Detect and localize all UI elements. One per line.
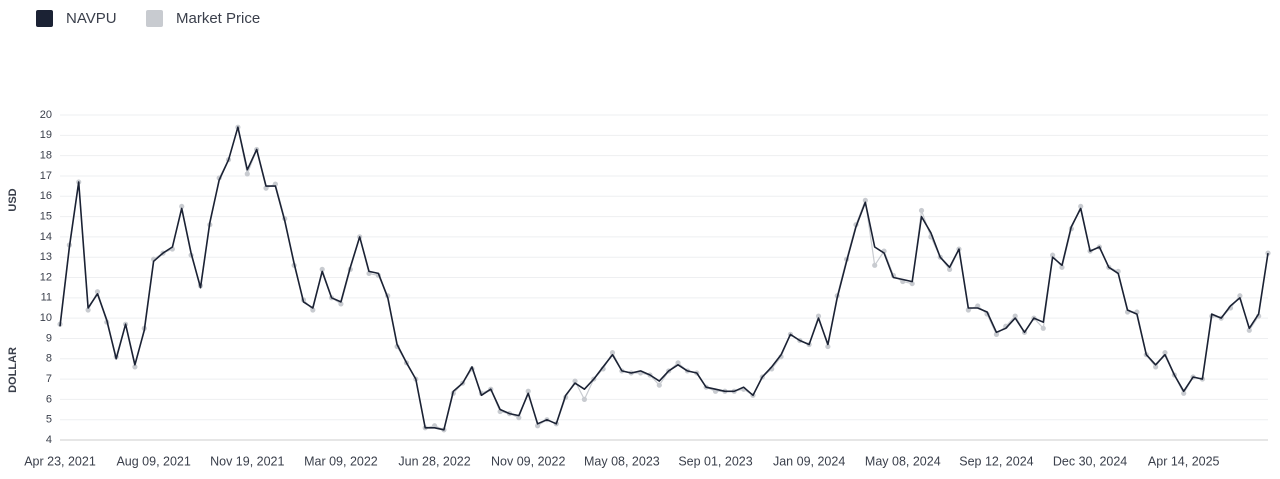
legend-swatch[interactable] bbox=[146, 10, 163, 27]
data-point bbox=[1059, 264, 1065, 270]
x-tick-label: Sep 12, 2024 bbox=[959, 454, 1033, 468]
y-tick-label: 13 bbox=[40, 251, 52, 263]
x-tick-label: Mar 09, 2022 bbox=[304, 454, 378, 468]
data-point bbox=[94, 289, 101, 295]
y-tick-label: 14 bbox=[40, 231, 52, 243]
x-tick-label: Jan 09, 2024 bbox=[773, 454, 845, 468]
data-point bbox=[609, 350, 616, 356]
y-tick-label: 10 bbox=[40, 312, 52, 324]
y-tick-label: 8 bbox=[46, 353, 52, 365]
data-point bbox=[872, 262, 878, 268]
x-tick-label: May 08, 2024 bbox=[865, 454, 941, 468]
y-tick-label: 12 bbox=[40, 271, 52, 283]
legend-label[interactable]: Market Price bbox=[176, 10, 260, 27]
data-point bbox=[1162, 350, 1168, 356]
x-tick-label: Aug 09, 2021 bbox=[116, 454, 190, 468]
x-tick-label: Dec 30, 2024 bbox=[1053, 454, 1127, 468]
data-point bbox=[338, 301, 344, 307]
data-point bbox=[534, 423, 541, 429]
y-tick-label: 17 bbox=[40, 170, 52, 182]
data-point bbox=[825, 343, 831, 350]
data-point bbox=[1237, 293, 1243, 299]
legend-swatch[interactable] bbox=[36, 10, 53, 27]
data-point bbox=[1181, 390, 1187, 396]
data-point bbox=[581, 396, 588, 402]
x-tick-label: May 08, 2023 bbox=[584, 454, 660, 468]
x-tick-label: Apr 23, 2021 bbox=[24, 454, 96, 468]
y-tick-label: 19 bbox=[40, 129, 52, 141]
data-point bbox=[310, 307, 316, 313]
data-point bbox=[909, 280, 915, 287]
data-point bbox=[1078, 203, 1084, 210]
y-tick-label: 4 bbox=[46, 434, 52, 446]
data-point bbox=[244, 171, 250, 177]
data-point bbox=[1040, 325, 1046, 331]
data-point bbox=[516, 415, 522, 421]
data-point bbox=[675, 360, 681, 366]
data-point bbox=[525, 388, 531, 394]
data-point bbox=[815, 313, 822, 319]
y-tick-label: 9 bbox=[46, 332, 52, 344]
data-point bbox=[918, 207, 925, 214]
y-tick-label: 16 bbox=[40, 190, 52, 202]
y-tick-label: 5 bbox=[46, 414, 52, 426]
series-line bbox=[59, 126, 1269, 431]
y-tick-label: 20 bbox=[40, 109, 52, 121]
series-line bbox=[59, 126, 1269, 431]
data-point bbox=[572, 378, 578, 384]
data-point bbox=[656, 382, 662, 388]
data-point bbox=[1050, 252, 1056, 258]
y-tick-label: 18 bbox=[40, 150, 52, 162]
data-point bbox=[1153, 364, 1159, 370]
x-tick-label: Nov 09, 2022 bbox=[491, 454, 565, 468]
data-point bbox=[947, 266, 953, 272]
data-point bbox=[993, 331, 1000, 337]
y-axis-label: DOLLAR bbox=[7, 347, 19, 393]
data-point bbox=[132, 364, 138, 370]
data-point bbox=[179, 203, 185, 210]
data-point bbox=[319, 266, 325, 272]
y-tick-label: 7 bbox=[46, 373, 52, 385]
data-point bbox=[1246, 327, 1252, 333]
legend-label[interactable]: NAVPU bbox=[66, 10, 117, 27]
y-tick-label: 6 bbox=[46, 393, 52, 405]
x-tick-label: Sep 01, 2023 bbox=[678, 454, 752, 468]
x-tick-label: Jun 28, 2022 bbox=[398, 454, 470, 468]
x-tick-label: Nov 19, 2021 bbox=[210, 454, 284, 468]
data-point bbox=[1012, 313, 1018, 319]
y-tick-label: 11 bbox=[41, 292, 52, 304]
y-axis-label: USD bbox=[7, 188, 19, 211]
data-point bbox=[862, 197, 868, 203]
x-tick-label: Apr 14, 2025 bbox=[1148, 454, 1220, 468]
data-point bbox=[85, 307, 91, 313]
y-tick-label: 15 bbox=[40, 210, 52, 222]
